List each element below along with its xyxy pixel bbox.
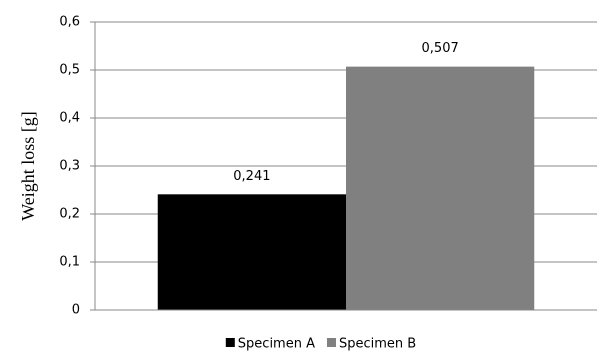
- value-label: 0,507: [422, 41, 459, 56]
- legend-label: Specimen B: [339, 337, 416, 352]
- y-tick-label: 0,2: [59, 207, 80, 222]
- legend-label: Specimen A: [238, 337, 315, 352]
- bar: [157, 194, 346, 310]
- y-tick-label: 0: [72, 303, 80, 318]
- value-label: 0,241: [233, 169, 270, 184]
- y-tick-label: 0,4: [59, 111, 80, 126]
- legend-swatch: [225, 338, 235, 347]
- y-axis-label: Weight loss [g]: [18, 111, 38, 221]
- y-tick-label: 0,6: [59, 15, 80, 30]
- legend-swatch: [326, 338, 336, 347]
- bar: [346, 66, 535, 310]
- y-tick-label: 0,3: [59, 159, 80, 174]
- y-tick-label: 0,1: [59, 255, 80, 270]
- y-tick-label: 0,5: [59, 63, 80, 78]
